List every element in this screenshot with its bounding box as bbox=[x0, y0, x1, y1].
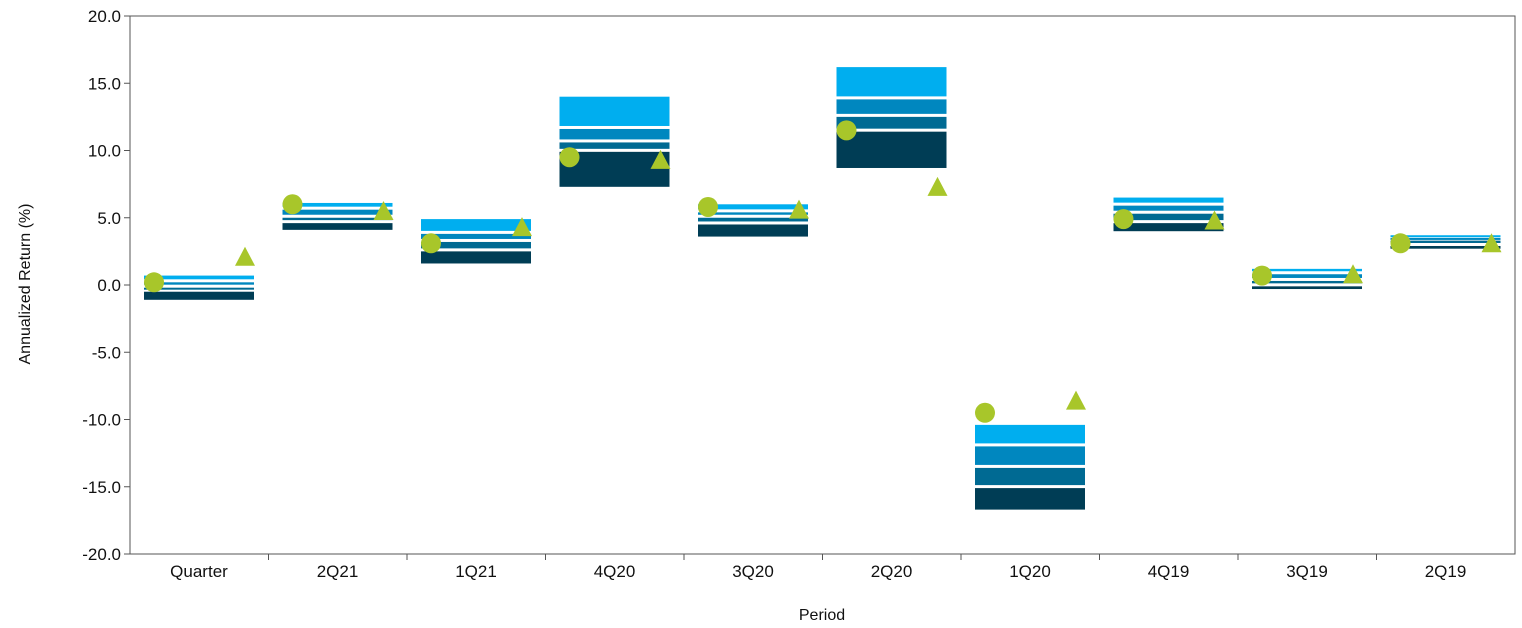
circle-marker bbox=[836, 120, 857, 141]
quartile-band bbox=[1252, 274, 1362, 278]
x-axis: Quarter 2Q21 1Q21 4Q20 3Q20 2Q20 1Q20 4Q19 3Q19 2… bbox=[170, 554, 1466, 581]
y-tick-label: 10.0 bbox=[88, 142, 121, 161]
x-tick-label: 1Q20 bbox=[1009, 562, 1051, 581]
quartile-band bbox=[144, 275, 254, 280]
quartile-band bbox=[1113, 197, 1224, 203]
triangle-marker bbox=[927, 176, 948, 196]
plot-area bbox=[129, 15, 1516, 555]
circle-marker bbox=[144, 272, 164, 293]
triangle-marker bbox=[789, 199, 809, 219]
quartile-band bbox=[144, 282, 254, 285]
quartile-band bbox=[836, 116, 947, 129]
quartile-band bbox=[144, 291, 254, 300]
x-tick-label: 3Q20 bbox=[732, 562, 774, 581]
circle-marker bbox=[1390, 233, 1411, 254]
x-tick-label: Quarter bbox=[170, 562, 228, 581]
quartile-band bbox=[975, 488, 1085, 510]
x-tick-label: 4Q19 bbox=[1148, 562, 1190, 581]
y-tick-label: 5.0 bbox=[97, 209, 121, 228]
triangle-marker bbox=[1481, 233, 1502, 253]
quartile-band bbox=[282, 217, 393, 221]
quartile-band bbox=[836, 131, 947, 168]
quartile-band bbox=[421, 219, 531, 231]
triangle-marker bbox=[1066, 390, 1086, 410]
quartile-band bbox=[144, 287, 254, 290]
y-axis: 20.0 15.0 10.0 5.0 0.0 -5.0 -10.0 -15.0 -20.0 bbox=[82, 7, 130, 564]
y-tick-label: 20.0 bbox=[88, 7, 121, 26]
quartile-bars bbox=[144, 67, 1501, 510]
circle-marker bbox=[698, 196, 718, 217]
triangle-marker bbox=[235, 246, 255, 266]
quartile-band bbox=[698, 224, 808, 237]
y-tick-label: -20.0 bbox=[82, 545, 121, 564]
x-tick-label: 3Q19 bbox=[1286, 562, 1328, 581]
x-tick-label: 2Q19 bbox=[1425, 562, 1467, 581]
triangle-marker bbox=[373, 201, 394, 221]
x-tick-label: 1Q21 bbox=[455, 562, 497, 581]
quartile-band bbox=[421, 233, 531, 239]
quartile-band bbox=[975, 424, 1085, 444]
quartile-band bbox=[1252, 268, 1362, 272]
quartile-band bbox=[559, 96, 670, 126]
circle-marker bbox=[975, 402, 995, 423]
plot-frame bbox=[129, 15, 1516, 555]
circle-marker bbox=[1252, 265, 1272, 286]
quartile-band bbox=[421, 251, 531, 264]
quartile-band bbox=[975, 446, 1085, 465]
quartile-band bbox=[282, 223, 393, 230]
x-axis-title: Period bbox=[799, 607, 845, 624]
quartile-band bbox=[698, 212, 808, 215]
quartile-band bbox=[559, 128, 670, 140]
triangle-marker bbox=[1343, 264, 1363, 284]
circle-marker bbox=[559, 147, 580, 168]
triangle-marker bbox=[1204, 210, 1225, 230]
quartile-band bbox=[698, 217, 808, 222]
quartile-band bbox=[559, 142, 670, 149]
quartile-band bbox=[1390, 245, 1501, 249]
y-axis-title: Annualized Return (%) bbox=[17, 204, 34, 365]
y-tick-label: 0.0 bbox=[97, 276, 121, 295]
y-tick-label: -10.0 bbox=[82, 411, 121, 430]
quartile-band bbox=[1113, 205, 1224, 211]
quartile-band bbox=[282, 202, 393, 207]
quartile-band bbox=[836, 67, 947, 97]
quartile-band bbox=[421, 241, 531, 249]
quartile-band bbox=[1390, 235, 1501, 238]
y-tick-label: 15.0 bbox=[88, 74, 121, 93]
x-tick-label: 2Q21 bbox=[317, 562, 359, 581]
triangle-marker bbox=[512, 217, 532, 237]
quartile-band bbox=[1252, 286, 1362, 290]
quartile-band bbox=[1113, 223, 1224, 232]
quartile-band bbox=[836, 99, 947, 114]
quartile-band bbox=[282, 209, 393, 215]
y-tick-label: -15.0 bbox=[82, 478, 121, 497]
x-tick-label: 4Q20 bbox=[594, 562, 636, 581]
y-tick-label: -5.0 bbox=[92, 343, 121, 362]
circle-marker bbox=[421, 233, 441, 254]
quartile-band bbox=[1113, 213, 1224, 221]
circle-marker bbox=[1113, 209, 1134, 230]
quartile-band bbox=[1390, 240, 1501, 243]
quartile-band bbox=[698, 204, 808, 210]
quartile-band bbox=[1252, 280, 1362, 284]
markers bbox=[144, 120, 1502, 423]
quartile-band bbox=[975, 467, 1085, 486]
triangle-marker bbox=[650, 149, 671, 169]
x-tick-label: 2Q20 bbox=[871, 562, 913, 581]
quartile-band bbox=[1390, 237, 1501, 240]
circle-marker bbox=[282, 194, 303, 215]
